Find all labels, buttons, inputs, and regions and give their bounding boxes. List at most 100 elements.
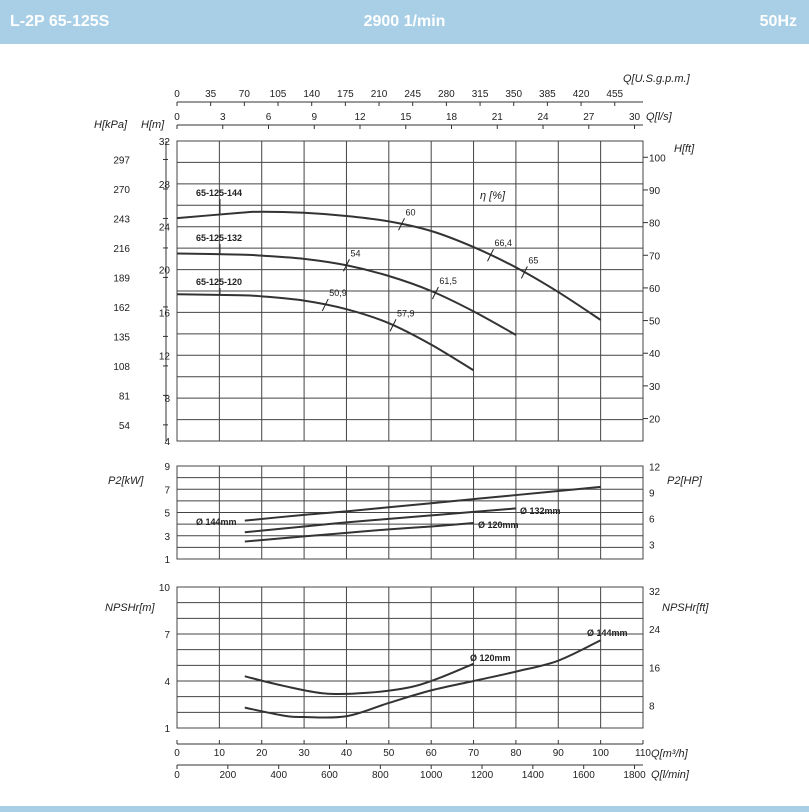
gpm-tick: 70 [239,89,251,100]
m3h-tick: 50 [383,748,395,759]
head-kpa-tick: 270 [113,185,130,196]
efficiency-mark [389,319,397,332]
ls-tick: 12 [354,112,366,123]
m3h-tick: 80 [510,748,522,759]
head-m-tick: 12 [159,351,171,362]
head-kpa-axis-title: H[kPa] [94,119,128,131]
m3h-tick: 40 [341,748,353,759]
lmin-tick: 800 [372,770,389,781]
footer-bar [0,806,809,812]
power-curve-label: Ø 120mm [478,520,519,530]
head-ft-tick: 70 [649,251,661,262]
lmin-tick: 600 [321,770,338,781]
m3h-tick: 100 [592,748,609,759]
head-kpa-tick: 54 [119,421,131,432]
frequency-label: 50Hz [759,13,797,30]
lmin-tick: 1800 [623,770,646,781]
lmin-tick: 0 [174,770,180,781]
gpm-tick: 350 [505,89,522,100]
gpm-tick: 210 [371,89,388,100]
power-hp-axis-title: P2[HP] [667,475,703,487]
m3h-tick: 60 [426,748,438,759]
npsh-ft-axis-title: NPSHr[ft] [662,602,709,614]
power-kw-tick: 7 [164,485,170,496]
head-m-tick: 4 [164,437,170,448]
power-hp-tick: 6 [649,515,655,526]
power-kw-tick: 5 [164,509,170,520]
head-m-tick: 8 [164,394,170,405]
lmin-tick: 200 [219,770,236,781]
head-m-tick: 16 [159,308,171,319]
m3h-tick: 110 [635,748,651,759]
efficiency-mark [321,298,329,312]
head-m-tick: 20 [159,266,171,277]
efficiency-axis-title: η [%] [480,190,506,202]
head-kpa-tick: 243 [113,214,130,225]
efficiency-mark [343,259,350,272]
npsh-ft-tick: 16 [649,663,661,674]
efficiency-value-label: 61,5 [439,276,457,286]
head-ft-tick: 40 [649,349,661,360]
m3h-tick: 90 [553,748,565,759]
ls-tick: 9 [311,112,317,123]
npsh-curve-label: Ø 120mm [470,653,511,663]
head-m-tick: 32 [159,137,171,148]
m3h-tick: 0 [174,748,180,759]
ls-tick: 3 [220,112,226,123]
gpm-tick: 105 [270,89,287,100]
head-ft-tick: 90 [649,186,661,197]
efficiency-value-label: 65 [528,255,538,265]
ls-tick: 24 [537,112,549,123]
npsh-m-tick: 10 [159,583,171,594]
efficiency-value-label: 50,9 [329,288,347,298]
ls-tick: 30 [629,112,641,123]
gpm-tick: 455 [606,89,623,100]
power-kw-tick: 9 [164,462,170,473]
gpm-tick: 280 [438,89,455,100]
gpm-tick: 175 [337,89,354,100]
gpm-tick: 0 [174,89,180,100]
head-kpa-tick: 108 [113,362,130,373]
ls-tick: 27 [583,112,595,123]
pump-model-title: L-2P 65-125S [10,13,110,30]
head-curve-label: 65-125-120 [196,277,242,287]
header-bar: L-2P 65-125S 2900 1/min 50Hz [0,0,809,44]
lmin-tick: 1400 [522,770,545,781]
npsh-ft-tick: 24 [649,625,661,636]
efficiency-mark [431,286,439,300]
gpm-tick: 35 [205,89,217,100]
npsh-m-tick: 1 [164,724,170,735]
ls-tick: 6 [266,112,272,123]
head-curve-label: 65-125-144 [196,188,242,198]
gpm-tick: 420 [573,89,590,100]
power-hp-tick: 3 [649,541,655,552]
power-kw-axis-title: P2[kW] [108,475,144,487]
efficiency-value-label: 66,4 [494,238,512,248]
npsh-curve-label: Ø 144mm [587,628,628,638]
head-ft-tick: 50 [649,317,661,328]
efficiency-mark [520,266,528,279]
lmin-tick: 1200 [471,770,494,781]
lmin-tick: 400 [270,770,287,781]
npsh-m-axis-title: NPSHr[m] [105,602,155,614]
m3h-tick: 10 [214,748,226,759]
head-ft-axis-title: H[ft] [674,143,695,155]
head-ft-tick: 20 [649,415,661,426]
head-kpa-tick: 81 [119,391,131,402]
efficiency-mark [487,248,494,262]
npsh-m-tick: 7 [164,630,170,641]
lmin-tick: 1600 [573,770,596,781]
head-ft-tick: 100 [649,153,666,164]
gpm-tick: 315 [472,89,489,100]
power-kw-tick: 3 [164,532,170,543]
power-hp-tick: 9 [649,489,655,500]
lmin-axis-title: Q[l/min] [651,769,690,781]
head-m-tick: 24 [159,223,171,234]
npsh-panel-frame [176,586,644,729]
ls-tick: 21 [492,112,504,123]
ls-tick: 0 [174,112,180,123]
m3h-tick: 70 [468,748,480,759]
gpm-tick: 385 [539,89,556,100]
power-curve-label: Ø 144mm [196,517,237,527]
power-kw-tick: 1 [164,555,170,566]
